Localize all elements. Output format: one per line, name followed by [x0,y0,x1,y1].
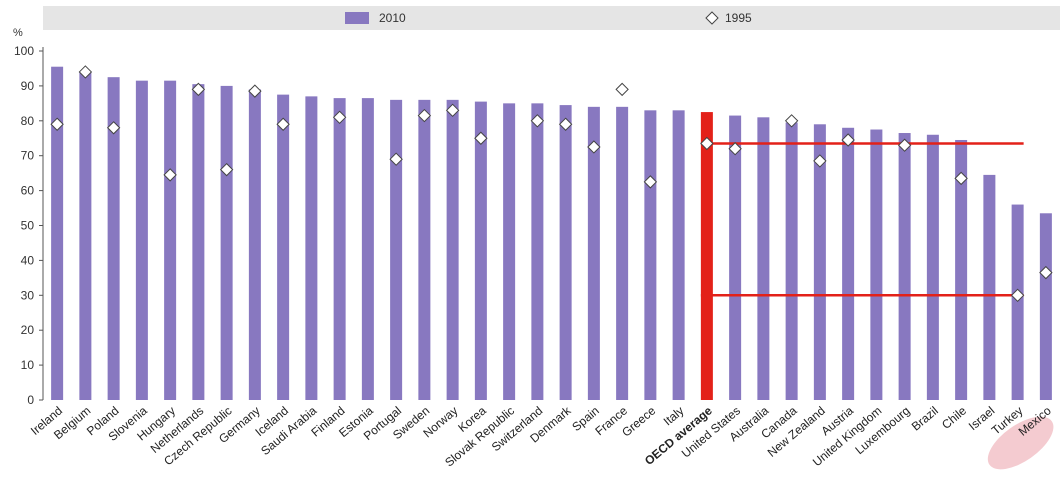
marker-1995 [191,82,206,97]
bar [418,99,431,401]
bar [898,133,911,400]
bar [277,94,290,400]
y-tick-label: 20 [21,323,35,337]
legend-swatch-2010 [345,12,369,24]
legend-background [43,6,1060,30]
y-tick-label: 40 [21,253,35,267]
y-tick-label: 100 [14,44,34,58]
marker-1995 [163,168,177,182]
legend-swatch-1995 [705,11,719,25]
marker-1995 [219,162,234,177]
bar [1011,204,1024,400]
marker-1995 [841,133,855,147]
y-tick-label: 30 [21,288,35,302]
bar [446,99,459,401]
marker-1995 [1010,288,1025,303]
bar-oecd-average [700,112,713,400]
bar [474,101,487,400]
y-tick-label: 80 [21,114,35,128]
bar [51,66,64,400]
marker-1995 [728,142,742,156]
marker-1995 [587,140,601,154]
bars-2010 [51,66,1052,401]
marker-1995 [813,154,827,168]
bar [361,98,374,401]
marker-1995 [615,82,629,97]
marker-1995 [558,117,573,131]
y-unit-label: % [13,27,23,39]
bar [559,105,572,400]
x-tick-label: Chile [939,403,969,432]
bar [248,89,261,400]
bar [842,127,855,400]
marker-1995 [700,136,714,151]
x-tick-label: Brazil [909,404,941,434]
bar [79,71,92,400]
bar [164,80,177,400]
highlight-ellipse [987,416,1054,470]
y-tick-label: 50 [21,219,35,233]
marker-1995 [78,65,93,79]
y-tick-label: 60 [21,184,35,198]
marker-1995 [276,117,290,131]
marker-1995 [417,108,432,123]
marker-1995 [530,114,545,128]
y-tick-label: 0 [27,393,34,407]
bar [220,85,233,401]
bar [757,117,770,400]
bar [305,96,318,401]
bar [503,103,516,400]
legend-label-2010: 2010 [379,11,406,25]
marker-1995 [106,121,121,135]
bar [729,115,742,400]
y-axis: 0 10 20 30 40 50 60 70 80 90 100 [14,44,44,407]
bar [955,139,968,400]
bar [333,98,346,401]
bar [926,134,939,400]
legend: 2010 1995 [345,11,752,25]
marker-1995 [50,117,64,131]
bar [785,122,798,401]
bar [870,129,883,400]
y-tick-label: 90 [21,79,35,93]
bar [1039,213,1052,400]
bar [192,84,205,400]
bar [390,99,403,401]
marker-1995 [954,171,968,186]
bar [531,103,544,400]
bar [672,110,685,400]
marker-1995 [643,175,658,189]
bar [813,124,826,400]
x-axis-labels: IrelandBelgiumPolandSloveniaHungaryNethe… [28,403,1054,470]
marker-1995 [332,110,347,125]
bar [587,106,600,400]
marker-1995 [1039,265,1053,280]
marker-1995 [248,84,262,98]
bar [107,77,120,401]
marker-1995 [389,152,403,166]
y-tick-label: 10 [21,358,35,372]
bar [135,80,148,400]
marker-1995 [474,131,488,145]
bar [644,110,657,400]
markers-1995 [50,65,1053,303]
y-tick-label: 70 [21,149,35,163]
marker-1995 [897,138,912,152]
bar [983,174,996,400]
legend-label-1995: 1995 [725,11,752,25]
marker-1995 [784,114,799,128]
bar [616,106,629,400]
marker-1995 [445,103,460,118]
reference-lines [700,142,1024,297]
